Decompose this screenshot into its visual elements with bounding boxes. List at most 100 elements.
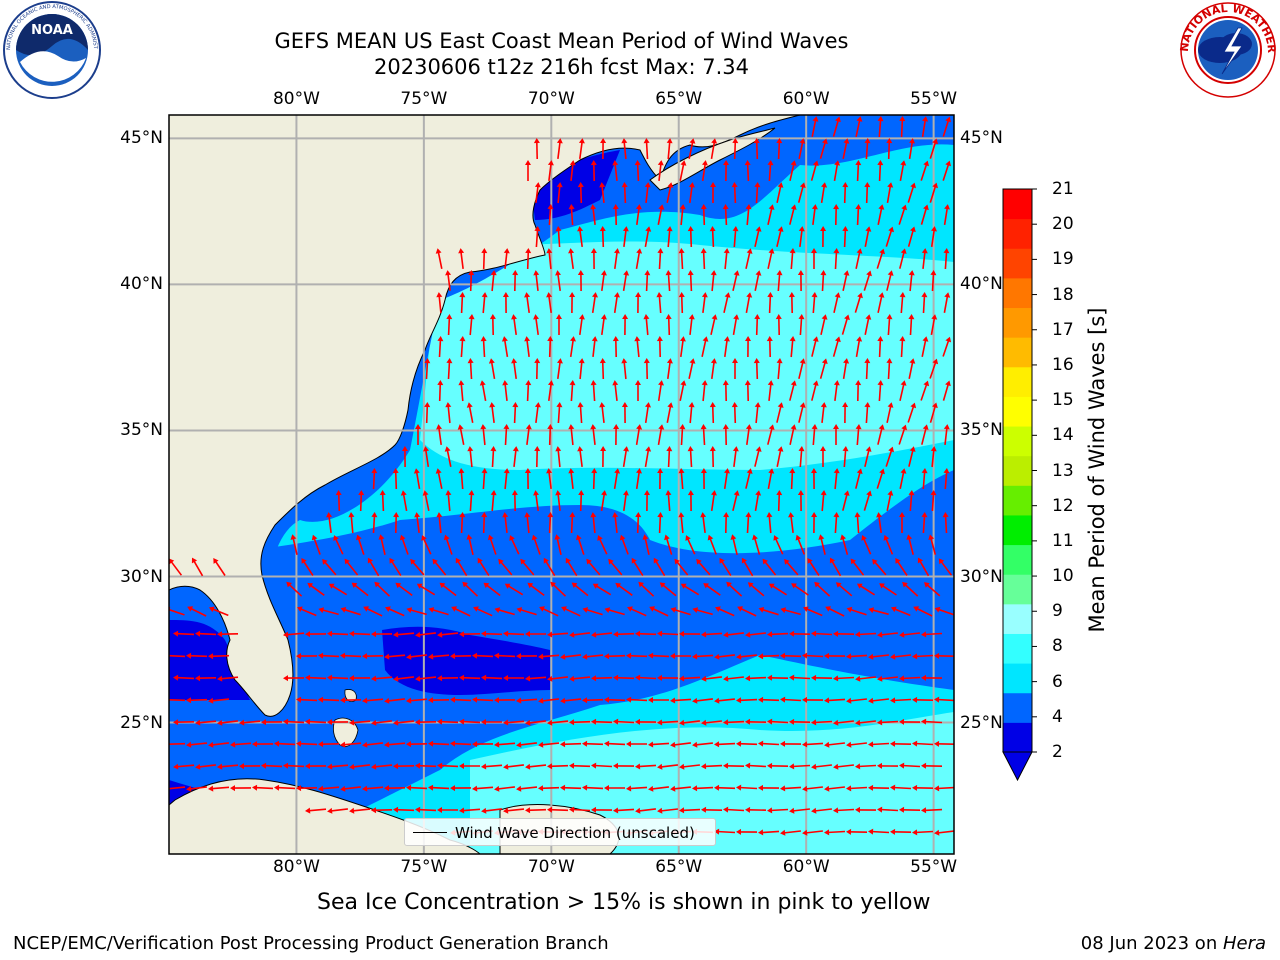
wave-direction-arrow: [334, 537, 344, 555]
wave-direction-arrow: [579, 492, 583, 512]
wave-direction-arrowhead: [791, 583, 797, 589]
wave-direction-arrow: [468, 405, 474, 423]
wave-direction-arrowhead: [601, 270, 607, 276]
wave-direction-arrowhead: [899, 718, 904, 725]
wave-direction-arrowhead: [648, 652, 654, 659]
wave-direction-arrowhead: [614, 248, 620, 254]
wave-direction-arrowhead: [406, 741, 412, 748]
wave-direction-arrowhead: [657, 807, 663, 814]
wave-direction-arrow: [898, 207, 906, 225]
wave-direction-arrowhead: [601, 490, 607, 496]
wave-direction-arrowhead: [568, 204, 575, 210]
wave-direction-arrowhead: [371, 807, 377, 814]
wave-direction-arrowhead: [685, 535, 691, 541]
wave-direction-arrow: [909, 272, 913, 292]
wave-direction-arrowhead: [930, 490, 937, 496]
wave-direction-arrowhead: [745, 675, 751, 682]
wave-direction-arrowhead: [855, 204, 862, 210]
wave-direction-arrowhead: [503, 763, 509, 770]
colorbar-label: 14: [1052, 425, 1074, 446]
wave-direction-arrowhead: [569, 160, 576, 166]
wave-direction-arrowhead: [374, 581, 380, 588]
wave-direction-arrowhead: [261, 719, 266, 726]
wave-direction-arrowhead: [790, 380, 797, 386]
wave-direction-arrow: [617, 584, 633, 596]
wave-direction-arrow: [506, 584, 524, 596]
wave-direction-arrowhead: [579, 314, 585, 320]
wave-direction-arrowhead: [621, 138, 628, 144]
map-legend: Wind Wave Direction (unscaled): [404, 818, 716, 846]
wave-direction-arrow: [445, 537, 453, 555]
wave-direction-arrowhead: [789, 468, 796, 474]
wave-direction-arrow: [820, 537, 826, 555]
wave-direction-arrowhead: [384, 697, 390, 704]
wave-direction-arrow: [549, 720, 569, 724]
wave-direction-arrowhead: [797, 490, 804, 495]
wave-direction-arrowhead: [887, 270, 894, 276]
wave-direction-arrow: [622, 272, 628, 292]
wave-direction-arrow: [456, 559, 468, 577]
wave-direction-arrow: [387, 698, 405, 702]
wave-direction-arrow: [877, 295, 883, 313]
wave-direction-arrow: [402, 492, 408, 512]
wave-direction-arrow: [748, 632, 766, 636]
wave-direction-arrowhead: [494, 785, 500, 792]
colorbar-label: 21: [1052, 179, 1074, 199]
wave-direction-arrow: [584, 742, 604, 746]
wave-direction-arrow: [769, 632, 789, 636]
wave-direction-arrow: [395, 808, 415, 812]
wave-direction-arrow: [909, 492, 913, 512]
wave-direction-arrow: [276, 742, 296, 746]
wave-direction-arrowhead: [824, 785, 830, 792]
wave-direction-arrow: [504, 251, 508, 269]
wave-direction-arrow: [563, 654, 581, 658]
wave-direction-arrowhead: [525, 719, 531, 726]
wave-direction-arrowhead: [327, 807, 333, 814]
wave-direction-arrowhead: [758, 740, 764, 747]
wave-direction-arrowhead: [945, 336, 952, 343]
wave-direction-arrow: [688, 361, 694, 379]
wave-direction-arrow: [579, 140, 583, 160]
wave-direction-arrow: [329, 676, 349, 680]
wave-direction-arrow: [594, 584, 612, 596]
wave-direction-arrow: [695, 742, 713, 746]
wave-direction-arrow: [513, 449, 517, 467]
wave-direction-arrowhead: [571, 582, 578, 588]
wave-direction-arrowhead: [173, 630, 179, 637]
wave-direction-arrow: [769, 808, 789, 812]
wave-direction-arrowhead: [644, 182, 651, 188]
wave-direction-arrowhead: [636, 424, 643, 430]
wave-direction-arrowhead: [601, 314, 607, 320]
wave-direction-arrowhead: [733, 270, 740, 276]
wave-direction-arrow: [638, 808, 656, 812]
wave-direction-arrow: [923, 808, 943, 812]
wave-direction-arrow: [918, 559, 930, 577]
wave-direction-arrow: [680, 294, 684, 314]
wave-direction-arrowhead: [900, 380, 907, 386]
lon-label-bottom: 55°W: [910, 857, 958, 877]
wave-direction-arrowhead: [481, 512, 488, 518]
wave-direction-arrowhead: [723, 719, 729, 726]
wave-direction-arrowhead: [648, 741, 654, 748]
wave-direction-arrowhead: [340, 785, 346, 792]
wave-direction-arrowhead: [481, 807, 487, 814]
wave-direction-arrow: [887, 140, 891, 160]
wave-direction-arrow: [790, 250, 794, 270]
wave-direction-arrowhead: [745, 718, 751, 725]
wave-direction-arrowhead: [547, 631, 553, 638]
wave-direction-arrowhead: [824, 697, 830, 704]
wave-direction-arrowhead: [886, 314, 893, 320]
wave-direction-arrowhead: [865, 446, 872, 452]
wave-direction-arrow: [390, 559, 402, 577]
wave-direction-arrow: [763, 560, 777, 576]
wave-direction-arrow: [548, 206, 552, 226]
wave-direction-arrow: [593, 720, 613, 724]
colorbar-segment: [1003, 603, 1032, 634]
wave-direction-arrowhead: [753, 358, 760, 364]
wave-direction-arrow: [635, 250, 641, 270]
wave-direction-arrow: [710, 140, 716, 160]
wave-direction-arrowhead: [917, 557, 924, 564]
wave-direction-arrowhead: [701, 631, 707, 638]
wave-direction-arrow: [169, 560, 183, 576]
wave-direction-arrowhead: [613, 762, 618, 769]
